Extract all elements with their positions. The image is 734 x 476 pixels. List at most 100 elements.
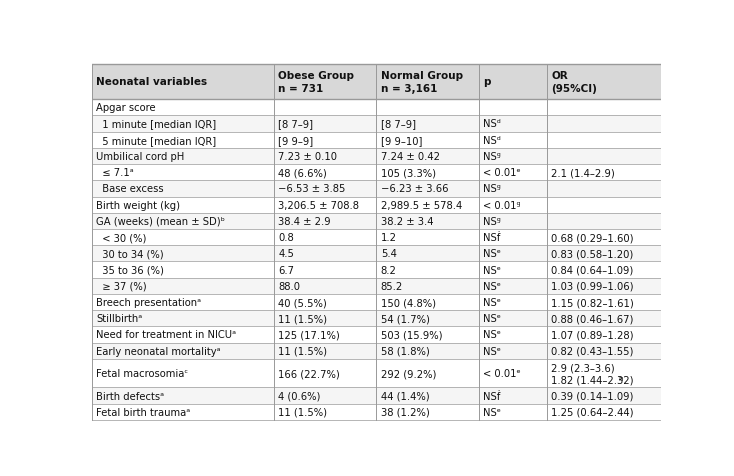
Text: Apgar score: Apgar score: [96, 103, 156, 113]
Text: 2.1 (1.4–2.9): 2.1 (1.4–2.9): [551, 168, 615, 178]
Text: 48 (6.6%): 48 (6.6%): [278, 168, 327, 178]
Text: 1.2: 1.2: [381, 233, 396, 243]
Bar: [92, 213, 661, 229]
Text: Obese Group
n = 731: Obese Group n = 731: [278, 71, 355, 93]
Text: Birth defectsᵃ: Birth defectsᵃ: [96, 391, 164, 401]
Text: NSᵉ: NSᵉ: [483, 407, 501, 417]
Bar: [92, 387, 661, 404]
Text: 4.5: 4.5: [278, 249, 294, 259]
Text: 2.9 (2.3–3.6): 2.9 (2.3–3.6): [551, 363, 615, 373]
Text: 1.82 (1.44–2.32): 1.82 (1.44–2.32): [551, 375, 634, 385]
Text: [9 9–10]: [9 9–10]: [381, 136, 422, 145]
Text: NSᵍ: NSᵍ: [483, 184, 501, 194]
Text: Need for treatment in NICUᵃ: Need for treatment in NICUᵃ: [96, 330, 236, 340]
Bar: [92, 165, 661, 181]
Bar: [92, 229, 661, 246]
Text: Umbilical cord pH: Umbilical cord pH: [96, 152, 184, 161]
Text: ≥ 37 (%): ≥ 37 (%): [96, 281, 147, 291]
Bar: [92, 149, 661, 165]
Bar: [92, 181, 661, 197]
Text: < 0.01ᵉ: < 0.01ᵉ: [483, 368, 521, 378]
Text: 1.15 (0.82–1.61): 1.15 (0.82–1.61): [551, 298, 634, 307]
Text: 150 (4.8%): 150 (4.8%): [381, 298, 436, 307]
Text: GA (weeks) (mean ± SD)ᵇ: GA (weeks) (mean ± SD)ᵇ: [96, 217, 225, 227]
Text: NSᵉ: NSᵉ: [483, 330, 501, 340]
Text: 166 (22.7%): 166 (22.7%): [278, 368, 340, 378]
Text: Early neonatal mortalityᵃ: Early neonatal mortalityᵃ: [96, 346, 221, 356]
Text: < 0.01ᵍ: < 0.01ᵍ: [483, 200, 520, 210]
Text: Normal Group
n = 3,161: Normal Group n = 3,161: [381, 71, 463, 93]
Text: 0.39 (0.14–1.09): 0.39 (0.14–1.09): [551, 391, 633, 401]
Text: < 30 (%): < 30 (%): [96, 233, 147, 243]
Text: 1 minute [median IQR]: 1 minute [median IQR]: [96, 119, 217, 129]
Text: NSᵉ: NSᵉ: [483, 298, 501, 307]
Text: 58 (1.8%): 58 (1.8%): [381, 346, 429, 356]
Text: 0.88 (0.46–1.67): 0.88 (0.46–1.67): [551, 314, 633, 324]
Bar: [92, 100, 661, 116]
Text: 0.68 (0.29–1.60): 0.68 (0.29–1.60): [551, 233, 634, 243]
Text: < 0.01ᵉ: < 0.01ᵉ: [483, 168, 521, 178]
Text: ≤ 7.1ᵃ: ≤ 7.1ᵃ: [96, 168, 134, 178]
Text: 6.7: 6.7: [278, 265, 294, 275]
Text: Breech presentationᵃ: Breech presentationᵃ: [96, 298, 201, 307]
Bar: [92, 359, 661, 387]
Bar: [92, 278, 661, 294]
Text: NSᵉ: NSᵉ: [483, 281, 501, 291]
Text: 11 (1.5%): 11 (1.5%): [278, 314, 327, 324]
Text: NSḟ: NSḟ: [483, 233, 501, 243]
Text: Fetal birth traumaᵃ: Fetal birth traumaᵃ: [96, 407, 191, 417]
Bar: [92, 116, 661, 132]
Text: 1.25 (0.64–2.44): 1.25 (0.64–2.44): [551, 407, 634, 417]
Text: NSᵍ: NSᵍ: [483, 217, 501, 227]
Text: 0.83 (0.58–1.20): 0.83 (0.58–1.20): [551, 249, 633, 259]
Text: 4 (0.6%): 4 (0.6%): [278, 391, 321, 401]
Text: NSᵉ: NSᵉ: [483, 249, 501, 259]
Text: NSᵉ: NSᵉ: [483, 265, 501, 275]
Text: [9 9–9]: [9 9–9]: [278, 136, 313, 145]
Text: 0.84 (0.64–1.09): 0.84 (0.64–1.09): [551, 265, 633, 275]
Bar: [92, 343, 661, 359]
Text: 0.82 (0.43–1.55): 0.82 (0.43–1.55): [551, 346, 633, 356]
Text: [8 7–9]: [8 7–9]: [278, 119, 313, 129]
Text: 38.2 ± 3.4: 38.2 ± 3.4: [381, 217, 433, 227]
Bar: [92, 197, 661, 213]
Text: 44 (1.4%): 44 (1.4%): [381, 391, 429, 401]
Text: 5 minute [median IQR]: 5 minute [median IQR]: [96, 136, 217, 145]
Text: 88.0: 88.0: [278, 281, 300, 291]
Text: 54 (1.7%): 54 (1.7%): [381, 314, 429, 324]
Text: NSᵈ: NSᵈ: [483, 136, 501, 145]
Bar: [92, 132, 661, 149]
Text: 105 (3.3%): 105 (3.3%): [381, 168, 436, 178]
Bar: [92, 404, 661, 420]
Text: h: h: [619, 375, 623, 381]
Text: 11 (1.5%): 11 (1.5%): [278, 346, 327, 356]
Bar: [92, 310, 661, 327]
Text: 1.03 (0.99–1.06): 1.03 (0.99–1.06): [551, 281, 634, 291]
Text: Birth weight (kg): Birth weight (kg): [96, 200, 181, 210]
Text: 0.8: 0.8: [278, 233, 294, 243]
Text: 38.4 ± 2.9: 38.4 ± 2.9: [278, 217, 331, 227]
Text: [8 7–9]: [8 7–9]: [381, 119, 415, 129]
Text: NSḟ: NSḟ: [483, 391, 501, 401]
Text: 292 (9.2%): 292 (9.2%): [381, 368, 436, 378]
Text: 35 to 36 (%): 35 to 36 (%): [96, 265, 164, 275]
Text: 30 to 34 (%): 30 to 34 (%): [96, 249, 164, 259]
Text: 11 (1.5%): 11 (1.5%): [278, 407, 327, 417]
Text: 38 (1.2%): 38 (1.2%): [381, 407, 429, 417]
Text: 2,989.5 ± 578.4: 2,989.5 ± 578.4: [381, 200, 462, 210]
Bar: [92, 64, 661, 100]
Text: 85.2: 85.2: [381, 281, 403, 291]
Text: 8.2: 8.2: [381, 265, 396, 275]
Text: NSᵍ: NSᵍ: [483, 152, 501, 161]
Bar: [92, 327, 661, 343]
Text: p: p: [483, 77, 490, 87]
Text: Stillbirthᵃ: Stillbirthᵃ: [96, 314, 142, 324]
Text: 125 (17.1%): 125 (17.1%): [278, 330, 340, 340]
Text: 503 (15.9%): 503 (15.9%): [381, 330, 442, 340]
Text: 7.23 ± 0.10: 7.23 ± 0.10: [278, 152, 338, 161]
Text: 5.4: 5.4: [381, 249, 396, 259]
Text: 7.24 ± 0.42: 7.24 ± 0.42: [381, 152, 440, 161]
Text: Fetal macrosomiaᶜ: Fetal macrosomiaᶜ: [96, 368, 189, 378]
Text: 40 (5.5%): 40 (5.5%): [278, 298, 327, 307]
Bar: [92, 262, 661, 278]
